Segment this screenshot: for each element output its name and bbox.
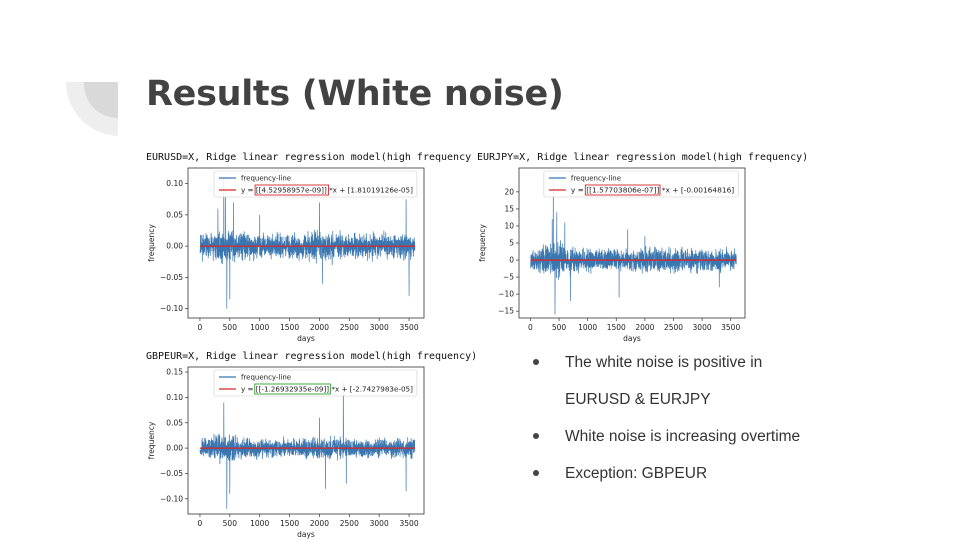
y-tick-label: 0.00 — [166, 444, 183, 453]
bullet-text: EURUSD & EURJPY — [565, 391, 711, 408]
y-tick-label: 0.05 — [166, 418, 183, 427]
legend-label-fit: y = [[-1.26932935e-09]] *x + [-2.7427983… — [241, 386, 413, 394]
y-tick-label: 15 — [504, 204, 514, 213]
x-tick-label: 3500 — [400, 519, 419, 528]
x-tick-label: 3000 — [370, 323, 389, 332]
x-tick-label: 2000 — [310, 323, 329, 332]
coefficient-highlight-box — [254, 383, 331, 395]
y-tick-label: −0.10 — [160, 494, 183, 503]
frequency-line-series — [199, 382, 416, 509]
legend-label-frequency: frequency-line — [571, 175, 621, 183]
y-tick-label: 5 — [509, 239, 514, 248]
bullet-text: The white noise is positive in — [565, 354, 763, 371]
x-tick-label: 0 — [198, 323, 203, 332]
coefficient-highlight-box — [584, 184, 661, 196]
plot-frame — [187, 366, 425, 515]
x-tick-label: 1000 — [250, 323, 269, 332]
x-tick-label: 0 — [198, 519, 203, 528]
bullet-dot-icon — [533, 433, 539, 439]
x-tick-label: 500 — [223, 323, 238, 332]
y-tick-label: 0 — [509, 256, 514, 265]
legend-label-frequency: frequency-line — [241, 175, 291, 183]
x-tick-label: 500 — [552, 323, 567, 332]
eurusd-chart-caption: EURUSD=X, Ridge linear regression model(… — [146, 152, 472, 163]
gbpeur-chart-caption: GBPEUR=X, Ridge linear regression model(… — [146, 351, 478, 362]
eurjpy-chart-caption: EURJPY=X, Ridge linear regression model(… — [477, 152, 809, 163]
x-tick-label: 1500 — [280, 519, 299, 528]
x-tick-label: 1000 — [578, 323, 597, 332]
x-tick-label: 3500 — [721, 323, 740, 332]
x-tick-label: 1500 — [607, 323, 626, 332]
decorative-arc-shape — [66, 82, 118, 136]
y-tick-label: −0.10 — [160, 304, 183, 313]
y-axis-label: frequency — [478, 224, 487, 262]
legend-box — [213, 369, 418, 397]
x-tick-label: 2500 — [340, 323, 359, 332]
y-tick-label: −0.05 — [160, 273, 183, 282]
x-axis-label: days — [297, 530, 315, 539]
coefficient-highlight-box — [254, 184, 329, 196]
x-tick-label: 0 — [528, 323, 533, 332]
legend-box — [213, 170, 418, 198]
slide-title: Results (White noise) — [146, 74, 564, 114]
y-tick-label: −10 — [498, 290, 514, 299]
y-tick-label: 0.05 — [166, 210, 183, 219]
y-tick-label: 0.10 — [166, 179, 183, 188]
x-tick-label: 3000 — [370, 519, 389, 528]
bullet-dot-icon — [533, 359, 539, 365]
y-tick-label: −5 — [503, 273, 514, 282]
eurusd-chart: 0 500 1000 1500 2000 2500 3000 3500 −0.10 −0.05 0.… — [147, 167, 425, 343]
x-axis-label: days — [297, 334, 315, 343]
y-tick-label: 0.15 — [166, 368, 183, 377]
y-axis-label: frequency — [147, 421, 156, 459]
legend-label-fit: y = [[4.52958957e-09]] *x + [1.81019126e… — [241, 187, 413, 195]
x-tick-label: 3000 — [693, 323, 712, 332]
y-tick-label: −15 — [498, 307, 514, 316]
y-tick-label: −0.05 — [160, 469, 183, 478]
x-tick-label: 2000 — [310, 519, 329, 528]
legend-label-frequency: frequency-line — [241, 374, 291, 382]
x-tick-label: 1000 — [250, 519, 269, 528]
y-axis-label: frequency — [147, 224, 156, 262]
y-tick-label: 0.00 — [166, 242, 183, 251]
x-tick-label: 500 — [223, 519, 238, 528]
frequency-line-series — [530, 178, 737, 315]
y-tick-label: 0.10 — [166, 393, 183, 402]
bullet-text: Exception: GBPEUR — [565, 465, 708, 482]
legend-box — [543, 170, 739, 198]
x-axis-label: days — [623, 334, 641, 343]
x-tick-label: 2000 — [635, 323, 654, 332]
y-tick-label: 20 — [504, 187, 514, 196]
plot-frame — [187, 167, 425, 319]
bullet-dot-icon — [533, 470, 539, 476]
legend-label-fit: y = [[1.57703806e-07]] *x + [-0.00164816… — [571, 187, 735, 195]
x-tick-label: 1500 — [280, 323, 299, 332]
bullet-text: White noise is increasing overtime — [565, 428, 801, 445]
x-tick-label: 3500 — [400, 323, 419, 332]
x-tick-label: 2500 — [664, 323, 683, 332]
x-tick-label: 2500 — [340, 519, 359, 528]
y-tick-label: 10 — [504, 221, 514, 230]
gbpeur-chart: 0 500 1000 1500 2000 2500 3000 3500 −0.10 −0.05 0.… — [147, 366, 425, 539]
eurjpy-chart: 0 500 1000 1500 2000 2500 3000 3500 −15 −10 −5 0 5 10… — [478, 167, 746, 343]
